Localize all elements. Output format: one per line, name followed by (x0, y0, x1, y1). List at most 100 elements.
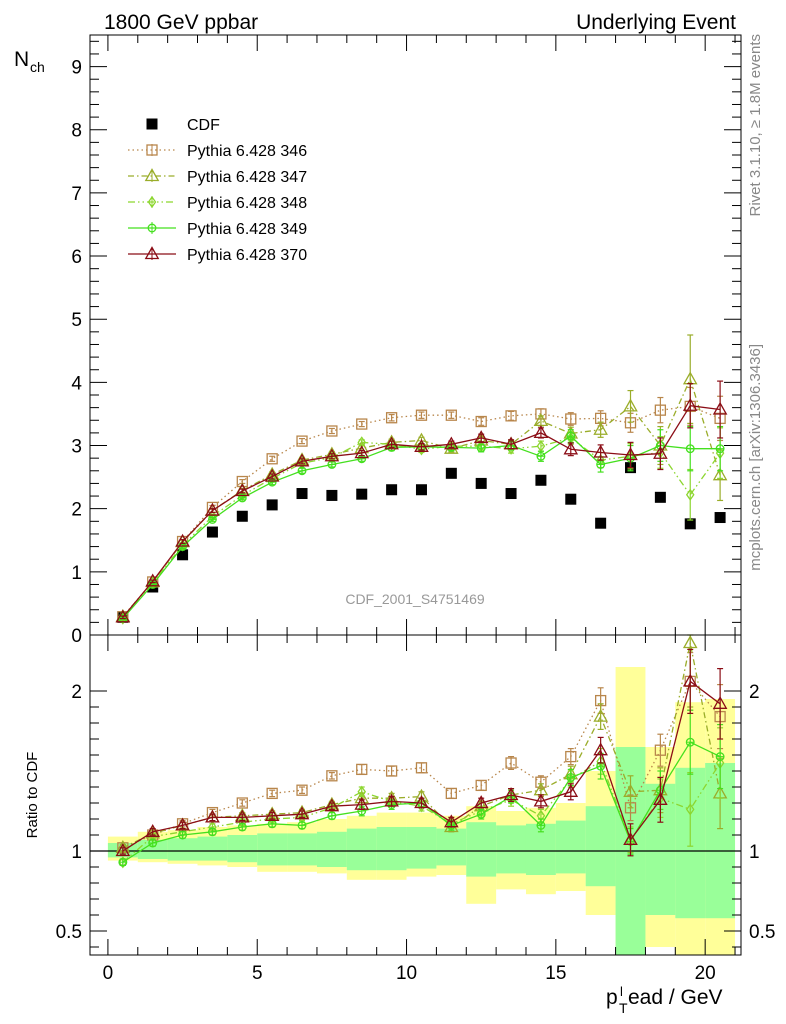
y-axis-label-main: N ch (14, 48, 45, 75)
data-point (685, 803, 695, 816)
data-point (356, 763, 368, 776)
band-green (436, 828, 467, 866)
data-point (145, 823, 161, 837)
data-point (445, 467, 457, 479)
data-point (533, 425, 549, 439)
ratio-frame (89, 634, 742, 956)
series-pythia-6-428-346 (117, 386, 726, 623)
data-point (236, 475, 248, 488)
data-point (714, 512, 726, 524)
data-point (593, 421, 608, 435)
data-point (175, 533, 190, 547)
data-point (115, 609, 131, 623)
band-green (287, 833, 317, 866)
data-point (386, 484, 398, 496)
data-point (206, 526, 218, 538)
band-green (167, 838, 198, 861)
x-axis-label-rest: ead / GeV (628, 986, 723, 1009)
legend-item-pythia-6-428-370: Pythia 6.428 370 (128, 246, 307, 264)
band-green (376, 827, 407, 871)
data-point (685, 488, 695, 501)
y-tick-label: 6 (71, 247, 82, 268)
data-point (326, 770, 338, 782)
ratio-y-tick-label: 2 (71, 682, 82, 703)
data-point (535, 474, 547, 486)
series-cdf (117, 462, 726, 623)
ratio-y-tick-label-right: 2 (749, 682, 760, 703)
data-point (384, 793, 399, 807)
data-point (385, 412, 398, 424)
data-point (623, 831, 638, 845)
y-tick-label: 3 (71, 437, 82, 458)
data-point (384, 436, 399, 450)
data-point (356, 418, 368, 430)
data-point (623, 398, 638, 412)
ratio-y-label: Ratio to CDF (24, 752, 41, 839)
y-tick-label: 8 (71, 121, 82, 142)
data-point (385, 765, 398, 777)
legend-marker (147, 195, 157, 209)
data-point (234, 809, 250, 823)
band-green (466, 822, 497, 877)
header-left-text: 1800 GeV ppbar (104, 11, 258, 34)
data-point (653, 445, 668, 459)
legend-marker (144, 246, 160, 260)
x-tick-label: 15 (545, 963, 566, 984)
data-point (593, 444, 608, 458)
data-point (503, 787, 519, 801)
legend-item-pythia-6-428-346: Pythia 6.428 346 (128, 143, 307, 160)
data-point (414, 438, 429, 452)
data-point (563, 441, 579, 455)
legend-label: Pythia 6.428 370 (187, 247, 307, 264)
data-point (415, 409, 428, 421)
data-point (294, 806, 310, 820)
data-point (444, 436, 459, 450)
legend-marker (144, 168, 160, 182)
ratio-y-tick-label: 1 (71, 842, 82, 863)
band-green (227, 835, 258, 863)
y-tick-label: 4 (71, 373, 82, 394)
data-point (326, 425, 338, 437)
legend-marker (146, 118, 158, 130)
series-pythia-6-428-370 (115, 380, 728, 623)
legend-label: Pythia 6.428 349 (187, 221, 307, 238)
data-point (145, 573, 161, 587)
data-point (234, 483, 250, 497)
data-point (712, 467, 728, 481)
band-green (137, 839, 168, 859)
x-axis-label-p: p (606, 986, 618, 1009)
y-tick-label: 9 (71, 58, 82, 79)
data-point (264, 468, 280, 482)
band-green (496, 825, 526, 874)
data-point (475, 415, 487, 428)
watermark: CDF_2001_S4751469 (345, 591, 485, 607)
x-tick-label: 5 (252, 963, 263, 984)
rivet-label: Rivet 3.1.10, ≥ 1.8M events (747, 34, 764, 217)
y-tick-label: 5 (71, 310, 82, 331)
data-point (415, 762, 428, 774)
main-panel: CDF Pythia 6.428 346 Pythia 6.428 347 Pythi… (14, 34, 742, 647)
data-point (296, 435, 308, 447)
data-point (593, 708, 608, 722)
data-point (654, 404, 667, 416)
band-green (316, 831, 347, 867)
data-point (444, 819, 459, 833)
y-tick-label: 7 (71, 184, 82, 205)
data-point (654, 744, 667, 756)
legend-item-pythia-6-428-348: Pythia 6.428 348 (128, 195, 307, 212)
x-tick-label: 0 (103, 963, 114, 984)
data-point (415, 484, 427, 496)
series-line-pythia-6-428-348 (122, 760, 721, 863)
data-point (266, 453, 278, 465)
data-point (505, 757, 517, 769)
data-point (505, 410, 517, 422)
data-point (684, 518, 696, 530)
y-tick-label: 0 (71, 626, 82, 647)
legend-label: Pythia 6.428 348 (187, 195, 307, 212)
ratio-panel: 0.5 0.51 12 20 5 10 15 20 Ratio to CDF p T l ea… (24, 634, 775, 1016)
data-point (205, 502, 220, 516)
data-point (326, 489, 338, 501)
ratio-y-tick-label-right: 1 (749, 842, 760, 863)
series-pythia-6-428-347 (115, 334, 728, 622)
band-green (406, 827, 437, 869)
